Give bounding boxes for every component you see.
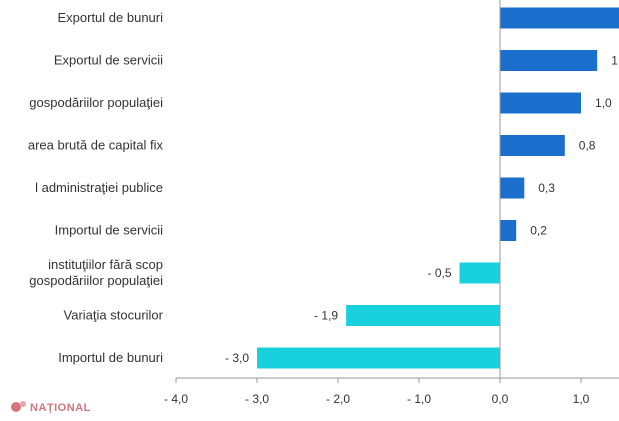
category-label: gospodăriilor populaţiei (29, 95, 163, 110)
bar (500, 220, 517, 241)
x-tick-label: - 4,0 (164, 392, 188, 406)
category-label: Variaţia stocurilor (64, 308, 164, 323)
logo-icon-dot (20, 401, 26, 407)
bar (500, 92, 581, 114)
value-label: - 3,0 (225, 351, 249, 365)
bar (500, 7, 619, 29)
value-label: 0,8 (579, 139, 596, 153)
bar (500, 50, 598, 71)
category-label: instituţiilor fără scop (48, 257, 163, 272)
x-tick-label: 1,0 (573, 392, 590, 406)
value-label: 1 (611, 54, 618, 68)
category-label: gospodăriilor populaţiei (29, 273, 163, 288)
value-label: - 1,9 (314, 309, 338, 323)
bar (500, 177, 525, 199)
category-labels: Exportul de bunuri Exportul de servicii go… (28, 10, 164, 365)
category-label: Importul de bunuri (58, 350, 163, 365)
category-label: area brută de capital fix (28, 138, 164, 153)
category-label: Exportul de servicii (54, 53, 163, 68)
bars (257, 7, 619, 369)
value-label: 0,2 (530, 224, 547, 238)
x-ticks: - 4,0 - 3,0 - 2,0 - 1,0 0,0 1,0 (164, 378, 590, 406)
logo-icon (11, 402, 21, 412)
x-tick-label: 0,0 (492, 392, 509, 406)
logo: NAȚIONAL (11, 401, 91, 414)
x-tick-label: - 2,0 (326, 392, 350, 406)
category-label: l administraţiei publice (35, 180, 163, 195)
value-label: - 0,5 (427, 266, 451, 280)
logo-text: NAȚIONAL (30, 402, 91, 414)
value-labels: 1 1,0 0,8 0,3 0,2 - 0,5 - 1,9 - 3,0 (225, 54, 618, 366)
bar (346, 305, 500, 326)
category-label: Importul de servicii (55, 223, 163, 238)
value-label: 1,0 (595, 96, 612, 110)
category-label: Exportul de bunuri (57, 10, 163, 25)
bar (257, 347, 500, 369)
x-tick-label: - 1,0 (407, 392, 431, 406)
bar (500, 135, 565, 156)
x-tick-label: - 3,0 (245, 392, 269, 406)
value-label: 0,3 (538, 181, 555, 195)
bar (459, 262, 500, 284)
